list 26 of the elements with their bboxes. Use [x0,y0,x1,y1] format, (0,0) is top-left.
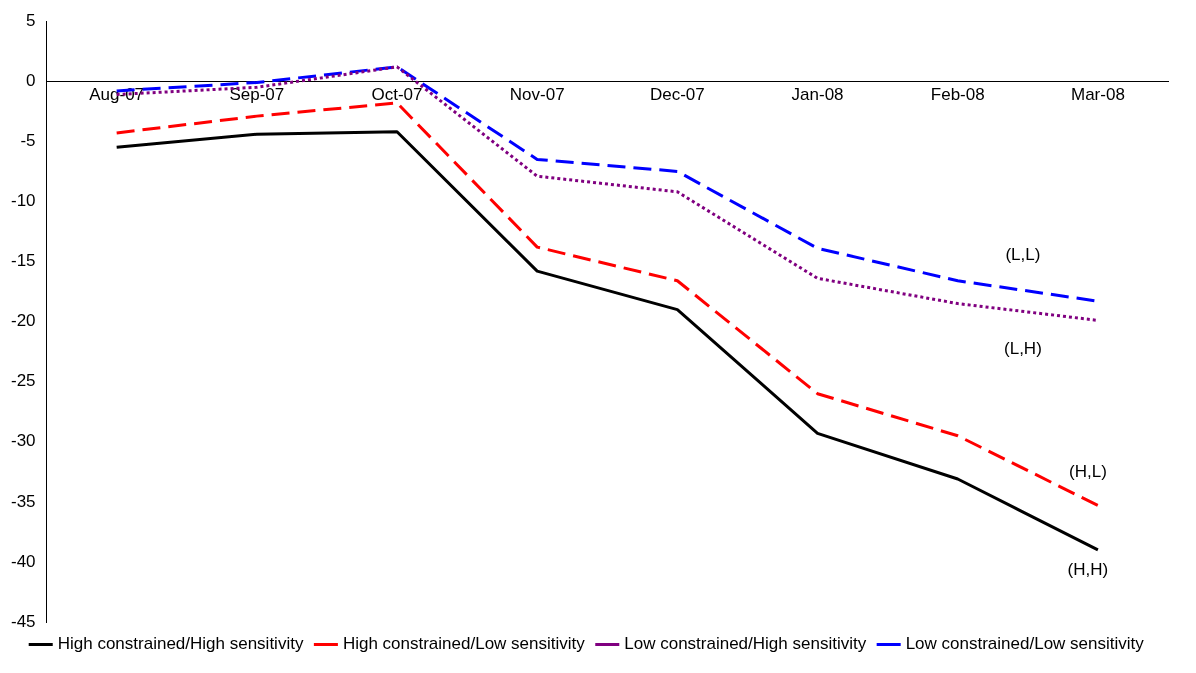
y-tick-label: -45 [10,611,36,631]
annotation: (L,L) [1005,244,1041,264]
x-tick-label: Nov-07 [509,85,565,105]
annotation: (H,H) [1067,559,1109,579]
x-tick-label: Jan-08 [791,85,844,105]
annotation: (L,H) [1004,339,1042,359]
legend-label: Low constrained/High sensitivity [624,634,867,654]
legend-label: High constrained/High sensitivity [57,634,304,654]
annotation: (H,L) [1069,462,1107,482]
x-tick-label: Sep-07 [229,85,285,105]
x-tick-label: Oct-07 [371,85,423,105]
y-tick-label: -25 [10,371,36,391]
y-tick-label: -10 [10,191,36,211]
x-tick-label: Mar-08 [1070,85,1125,105]
y-tick-label: -30 [10,431,36,451]
y-tick-label: -15 [10,251,36,271]
y-tick-label: -5 [20,131,36,151]
legend-label: Low constrained/Low sensitivity [905,634,1145,654]
y-tick-label: -35 [10,491,36,511]
y-tick-label: -40 [10,551,36,571]
x-tick-label: Feb-08 [930,85,985,105]
legend-label: High constrained/Low sensitivity [342,634,586,654]
y-tick-label: 5 [26,10,36,30]
y-tick-label: 0 [26,70,36,90]
x-tick-label: Dec-07 [649,85,705,105]
y-tick-label: -20 [10,311,36,331]
